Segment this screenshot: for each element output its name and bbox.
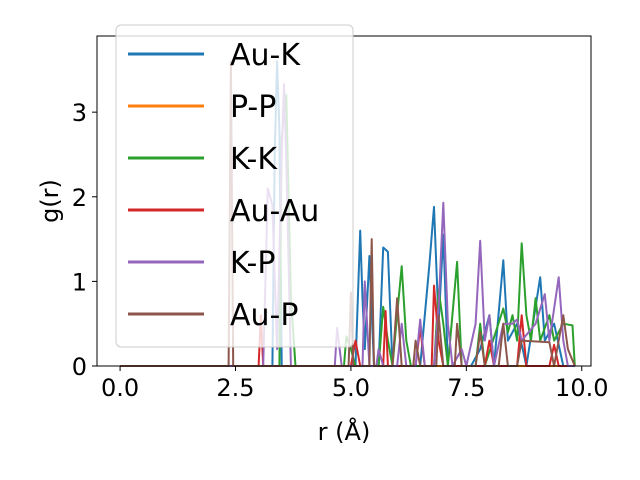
y-tick-label: 3 <box>72 99 87 127</box>
x-axis-ticks: 0.0 2.5 5.0 7.5 10.0 <box>101 366 608 402</box>
x-tick-label: 0.0 <box>101 374 139 402</box>
y-tick-label: 1 <box>72 268 87 296</box>
x-tick-label: 2.5 <box>216 374 254 402</box>
legend-label-au-au: Au-Au <box>230 194 319 229</box>
x-tick-label: 10.0 <box>555 374 608 402</box>
legend-label-k-p: K-P <box>230 246 275 281</box>
x-tick-label: 5.0 <box>332 374 370 402</box>
legend-label-k-k: K-K <box>230 142 278 177</box>
legend: Au-K P-P K-K Au-Au K-P Au-P <box>115 24 354 348</box>
legend-label-au-p: Au-P <box>230 298 298 333</box>
y-axis-ticks: 0 1 2 3 <box>72 99 97 381</box>
y-tick-label: 2 <box>72 184 87 212</box>
x-tick-label: 7.5 <box>447 374 485 402</box>
legend-label-au-k: Au-K <box>230 38 301 73</box>
legend-label-p-p: P-P <box>230 90 276 125</box>
y-tick-label: 0 <box>72 353 87 381</box>
y-axis-label: g(r) <box>36 179 64 223</box>
x-axis-label: r (Å) <box>318 417 371 446</box>
